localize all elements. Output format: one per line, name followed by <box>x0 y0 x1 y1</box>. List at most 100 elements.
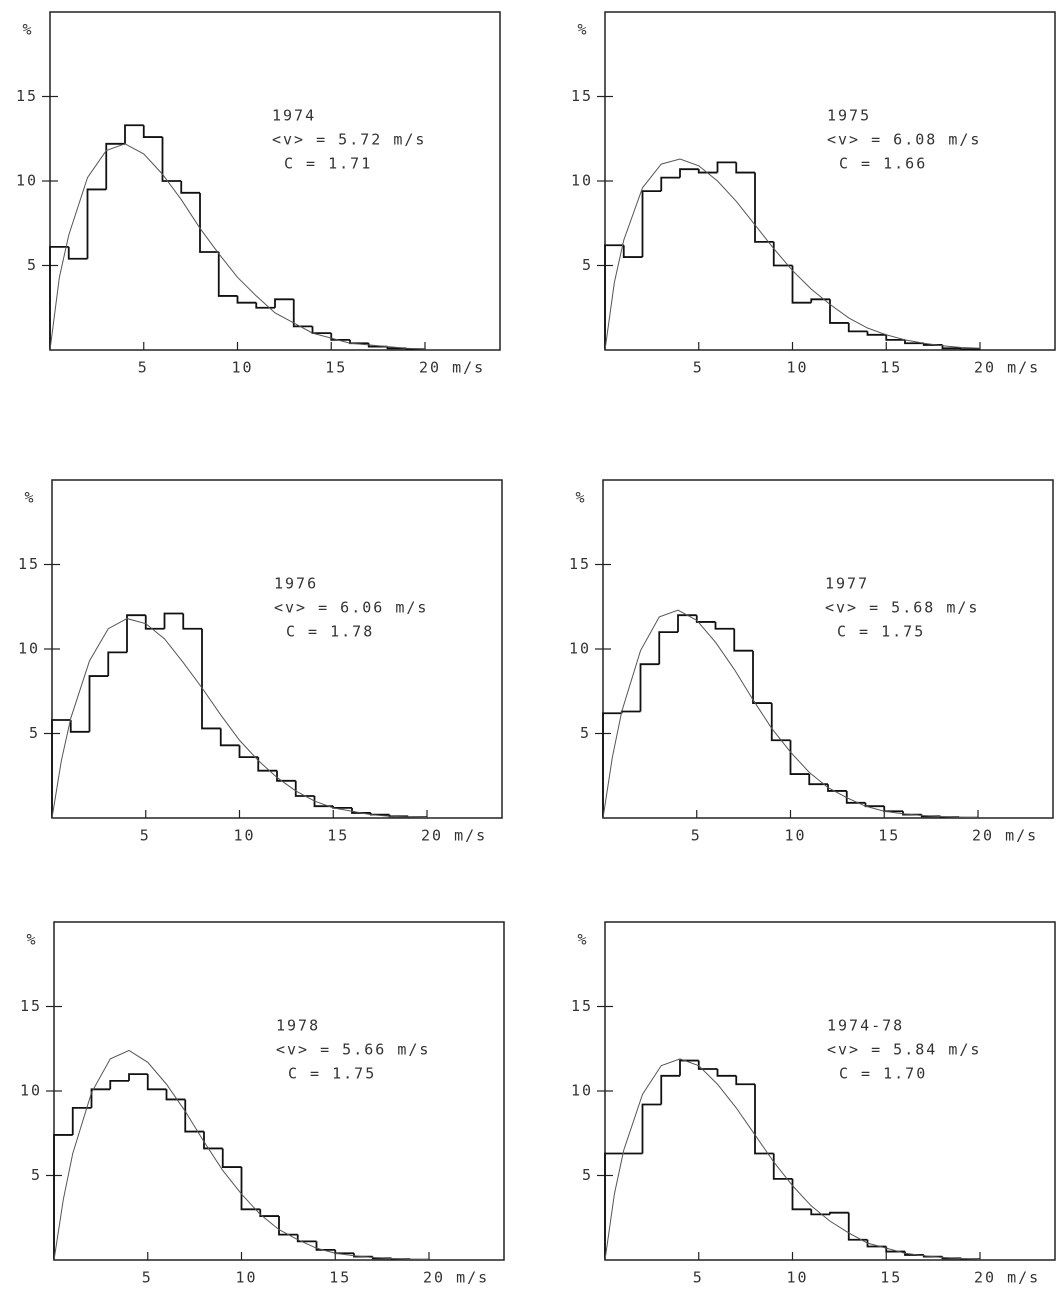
plot-frame <box>602 479 1054 819</box>
histogram-bin <box>847 322 868 333</box>
y-tick-label: 5 <box>580 724 591 742</box>
x-tick-label: 10 <box>787 359 809 377</box>
histogram-bin <box>697 1060 718 1070</box>
y-axis-label: % <box>575 489 586 507</box>
histogram-bin <box>71 1107 92 1135</box>
histogram-bin <box>161 137 182 182</box>
y-tick-label: 5 <box>31 1166 42 1184</box>
histogram-bin <box>791 1178 812 1211</box>
annotation: <v> = 5.72 m/s <box>272 131 426 149</box>
histogram-bin <box>716 161 737 173</box>
annotation: C = 1.70 <box>839 1065 927 1083</box>
histogram-bin <box>51 719 71 818</box>
x-tick-label: 10 <box>787 1269 809 1287</box>
histogram-bin <box>53 1134 73 1260</box>
histogram-bin <box>128 1073 148 1081</box>
histogram-bin <box>752 650 772 704</box>
x-tick-label: 5 <box>693 359 704 377</box>
annotation: <v> = 5.66 m/s <box>276 1041 430 1059</box>
annotation: <v> = 5.84 m/s <box>827 1041 981 1059</box>
histogram-bin <box>960 348 980 351</box>
x-tick-label: 10 <box>785 827 807 845</box>
x-tick-label: 15 <box>325 359 347 377</box>
histogram-bin <box>274 298 294 308</box>
histogram-bin <box>203 1131 223 1150</box>
y-tick-label: 5 <box>29 724 40 742</box>
histogram-bin <box>904 339 924 345</box>
histogram-bin <box>791 265 812 304</box>
panel-title: 1978 <box>276 1017 320 1035</box>
histogram-bin <box>126 614 146 653</box>
annotation: C = 1.78 <box>286 623 374 641</box>
annotation: C = 1.66 <box>839 155 927 173</box>
plot-frame <box>51 479 503 819</box>
annotation: C = 1.75 <box>837 623 925 641</box>
x-tick-label: 20 m/s <box>423 1269 489 1287</box>
y-tick-label: 15 <box>18 555 40 573</box>
x-tick-label: 10 <box>236 1269 258 1287</box>
histogram-bin <box>660 1074 680 1105</box>
histogram-bin <box>660 176 680 192</box>
x-tick-label: 5 <box>138 359 149 377</box>
histogram-bin <box>847 1212 868 1241</box>
y-tick-label: 10 <box>569 640 591 658</box>
histogram-bin <box>311 326 332 334</box>
x-tick-label: 20 m/s <box>972 827 1038 845</box>
histogram-bin <box>639 663 660 712</box>
histogram-bin <box>602 712 622 818</box>
histogram-bin <box>772 241 793 267</box>
histogram-bin <box>829 1211 849 1215</box>
x-tick-label: 5 <box>693 1269 704 1287</box>
plot-frame <box>53 921 505 1261</box>
x-tick-label: 20 m/s <box>421 827 487 845</box>
histogram-bin <box>292 299 313 328</box>
histogram-bin <box>221 1148 242 1168</box>
weibull-curve <box>604 158 981 351</box>
histogram-bin <box>334 1249 354 1255</box>
histogram-bin <box>349 339 369 345</box>
histogram-bin <box>885 334 905 341</box>
x-tick-label: 5 <box>691 827 702 845</box>
panel-title: 1976 <box>274 575 318 593</box>
histogram-bin <box>142 125 163 138</box>
histogram-bin <box>255 302 275 309</box>
histogram-bin <box>105 142 125 190</box>
panel-title: 1974-78 <box>827 1017 904 1035</box>
histogram-bin <box>236 295 257 304</box>
annotation: C = 1.71 <box>284 155 372 173</box>
y-tick-label: 15 <box>569 555 591 573</box>
y-axis-label: % <box>26 931 37 949</box>
histogram-bin <box>294 780 315 797</box>
histogram-bin <box>124 124 144 144</box>
histogram-bin <box>315 1241 336 1251</box>
histogram-bin <box>201 628 221 730</box>
histogram-bin <box>351 807 371 814</box>
x-tick-label: 5 <box>142 1269 153 1287</box>
histogram-bin <box>641 190 662 258</box>
histogram-bin <box>144 615 165 630</box>
histogram-bin <box>866 331 887 336</box>
y-tick-label: 5 <box>582 1166 593 1184</box>
histogram-bin <box>180 181 200 194</box>
histogram-bin <box>622 245 643 258</box>
y-tick-label: 5 <box>27 256 38 274</box>
x-tick-label: 5 <box>140 827 151 845</box>
histogram-bin <box>163 612 184 629</box>
histogram-bin <box>217 251 238 297</box>
annotation: <v> = 5.68 m/s <box>825 599 979 617</box>
histogram-bin <box>107 651 127 677</box>
x-tick-label: 15 <box>880 1269 902 1287</box>
histogram-bin <box>883 806 903 813</box>
panel-title: 1975 <box>827 107 871 125</box>
y-tick-label: 10 <box>571 1082 593 1100</box>
weibull-curve <box>53 1049 430 1261</box>
x-tick-label: 15 <box>878 827 900 845</box>
histogram-bin <box>386 346 407 350</box>
histogram-bin <box>49 246 69 350</box>
x-tick-label: 10 <box>234 827 256 845</box>
weibull-curve <box>602 609 979 819</box>
histogram-bin <box>90 1088 111 1108</box>
histogram-bin <box>219 728 240 747</box>
